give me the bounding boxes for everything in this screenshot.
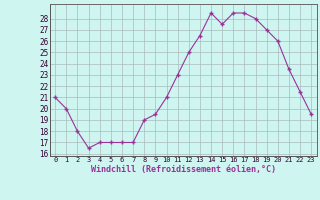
X-axis label: Windchill (Refroidissement éolien,°C): Windchill (Refroidissement éolien,°C) bbox=[91, 165, 276, 174]
